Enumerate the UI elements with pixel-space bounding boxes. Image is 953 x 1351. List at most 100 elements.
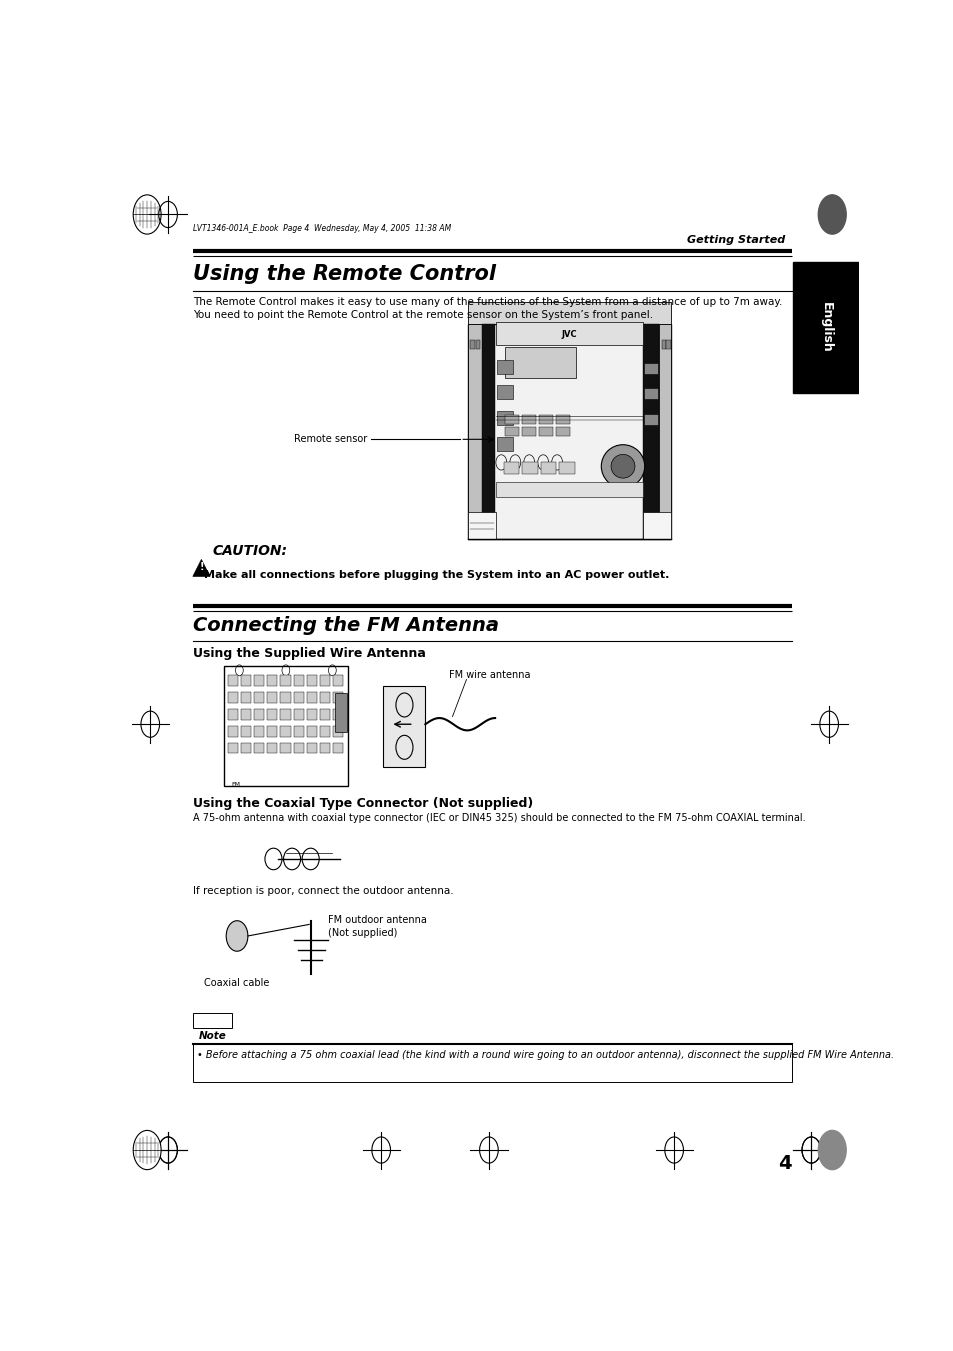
Circle shape — [226, 920, 248, 951]
Text: FM outdoor antenna
(Not supplied): FM outdoor antenna (Not supplied) — [328, 915, 427, 938]
Bar — [666, 340, 670, 349]
Bar — [540, 462, 556, 474]
Text: Note: Note — [198, 1031, 226, 1042]
Bar — [280, 725, 291, 736]
Bar — [333, 725, 343, 736]
Circle shape — [133, 195, 161, 234]
Ellipse shape — [611, 454, 635, 478]
Text: English: English — [820, 303, 833, 353]
Bar — [658, 324, 670, 539]
Bar — [468, 512, 496, 539]
Bar — [496, 482, 642, 497]
Text: FM: FM — [232, 782, 240, 788]
Bar — [642, 512, 670, 539]
Bar — [505, 347, 576, 378]
Bar — [228, 725, 237, 736]
Text: JVC: JVC — [561, 330, 577, 339]
Bar — [280, 692, 291, 703]
Bar — [497, 385, 513, 400]
Polygon shape — [193, 559, 210, 577]
Bar — [521, 427, 536, 436]
Bar — [335, 693, 347, 732]
Bar — [228, 709, 237, 720]
Bar — [470, 340, 475, 349]
Bar — [241, 725, 251, 736]
Bar — [643, 413, 658, 424]
Bar — [307, 743, 316, 754]
Bar — [228, 743, 237, 754]
Bar — [294, 725, 303, 736]
Text: Using the Coaxial Type Connector (Not supplied): Using the Coaxial Type Connector (Not su… — [193, 797, 533, 811]
Text: Getting Started: Getting Started — [687, 235, 785, 246]
Bar — [468, 324, 481, 539]
Text: LVT1346-001A_E.book  Page 4  Wednesday, May 4, 2005  11:38 AM: LVT1346-001A_E.book Page 4 Wednesday, Ma… — [193, 224, 451, 232]
Bar — [468, 324, 670, 539]
Bar — [253, 692, 264, 703]
Bar — [193, 1013, 232, 1028]
Bar — [253, 709, 264, 720]
Bar — [521, 462, 537, 474]
Bar — [505, 427, 518, 436]
Bar — [556, 427, 570, 436]
Text: You need to point the Remote Control at the remote sensor on the System’s front : You need to point the Remote Control at … — [193, 309, 652, 320]
Bar — [280, 676, 291, 686]
Bar — [241, 692, 251, 703]
Text: Using the Remote Control: Using the Remote Control — [193, 263, 496, 284]
Bar — [294, 743, 303, 754]
Bar — [496, 323, 642, 346]
Circle shape — [133, 1131, 161, 1170]
Bar — [267, 725, 277, 736]
Bar — [280, 709, 291, 720]
Bar — [481, 324, 495, 539]
Text: CAUTION:: CAUTION: — [212, 544, 287, 558]
Text: Connecting the FM Antenna: Connecting the FM Antenna — [193, 616, 498, 635]
Bar — [307, 709, 316, 720]
Bar — [558, 462, 575, 474]
Text: • Before attaching a 75 ohm coaxial lead (the kind with a round wire going to an: • Before attaching a 75 ohm coaxial lead… — [196, 1050, 893, 1061]
Text: Coaxial cable: Coaxial cable — [204, 978, 270, 989]
Text: Using the Supplied Wire Antenna: Using the Supplied Wire Antenna — [193, 647, 425, 661]
Bar — [267, 676, 277, 686]
Bar — [267, 692, 277, 703]
Bar — [294, 692, 303, 703]
Bar — [267, 743, 277, 754]
Bar — [505, 415, 518, 424]
Bar — [294, 709, 303, 720]
Bar — [319, 692, 330, 703]
Bar — [307, 676, 316, 686]
Bar — [307, 725, 316, 736]
Bar — [333, 709, 343, 720]
Bar — [538, 427, 553, 436]
Ellipse shape — [600, 444, 644, 488]
Bar — [224, 666, 348, 786]
Bar — [319, 725, 330, 736]
Bar — [468, 303, 670, 324]
Circle shape — [818, 195, 845, 234]
Bar — [228, 692, 237, 703]
Bar — [319, 676, 330, 686]
Bar — [642, 324, 658, 539]
Text: • Make all connections before plugging the System into an AC power outlet.: • Make all connections before plugging t… — [193, 570, 669, 580]
Bar — [319, 743, 330, 754]
Bar — [497, 411, 513, 424]
Bar — [267, 709, 277, 720]
Bar — [241, 709, 251, 720]
Bar — [228, 676, 237, 686]
Bar — [497, 436, 513, 451]
Bar — [497, 359, 513, 374]
Text: !: ! — [199, 562, 203, 571]
Bar — [193, 1044, 791, 1082]
Text: FM wire antenna: FM wire antenna — [448, 670, 530, 681]
Text: A 75-ohm antenna with coaxial type connector (IEC or DIN45 325) should be connec: A 75-ohm antenna with coaxial type conne… — [193, 813, 804, 823]
Bar — [521, 415, 536, 424]
Bar — [333, 692, 343, 703]
Bar — [503, 462, 518, 474]
Bar — [319, 709, 330, 720]
Bar — [253, 725, 264, 736]
Bar — [793, 262, 858, 393]
Bar — [253, 676, 264, 686]
Bar — [643, 363, 658, 374]
Bar — [333, 676, 343, 686]
Bar — [294, 676, 303, 686]
Bar — [241, 676, 251, 686]
